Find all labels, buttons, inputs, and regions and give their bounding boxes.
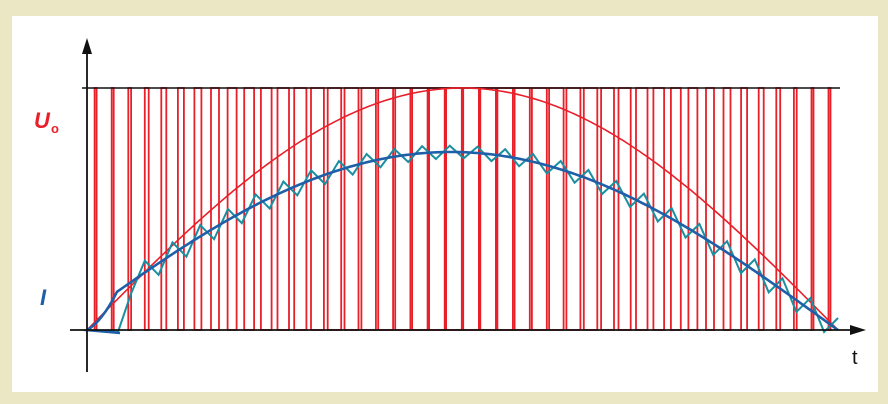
pwm-pulse <box>600 87 615 331</box>
pwm-pulse <box>617 87 632 331</box>
pwm-pulse <box>428 87 446 331</box>
pwm-pulse <box>740 87 748 331</box>
pwm-pulse <box>293 87 308 331</box>
y-axis-arrowhead <box>82 38 92 54</box>
time-axis-label: t <box>852 347 858 369</box>
voltage-label-subscript: o <box>51 121 59 136</box>
current-label: I <box>40 285 47 310</box>
pwm-pulse <box>110 87 115 331</box>
pwm-pulse <box>757 87 765 331</box>
pwm-pulse <box>276 87 290 331</box>
pwm-pulse <box>143 87 150 331</box>
pwm-pulse <box>193 87 203 331</box>
pwm-pulse <box>93 87 98 331</box>
pwm-pulse <box>377 87 395 331</box>
x-axis-arrowhead <box>850 325 866 335</box>
pwm-pulse <box>810 87 815 331</box>
pwm-pulse <box>496 87 514 331</box>
pwm-pulse <box>176 87 185 331</box>
pwm-pulse <box>635 87 649 331</box>
pwm-pulse <box>687 87 699 331</box>
pwm-pulse <box>565 87 582 331</box>
pwm-pulse <box>513 87 531 331</box>
voltage-envelope-curve <box>86 87 839 331</box>
pwm-pulse <box>394 87 412 331</box>
pwm-pulse <box>360 87 377 331</box>
pwm-pulse <box>548 87 565 331</box>
pwm-pulse <box>445 87 463 331</box>
current-average-curve <box>83 150 839 335</box>
pwm-pulse <box>462 87 480 331</box>
pwm-pulse <box>343 87 360 331</box>
pwm-pulse <box>160 87 168 331</box>
pwm-pulse <box>775 87 782 331</box>
pwm-pulse <box>310 87 325 331</box>
voltage-label: U <box>34 108 51 133</box>
pwm-pulse <box>479 87 497 331</box>
pwm-pulse <box>722 87 732 331</box>
pwm-pulses <box>93 87 832 331</box>
pwm-pulse <box>531 87 548 331</box>
pwm-pulse <box>793 87 798 331</box>
pwm-pulse <box>827 87 832 331</box>
pwm-pulse <box>411 87 429 331</box>
